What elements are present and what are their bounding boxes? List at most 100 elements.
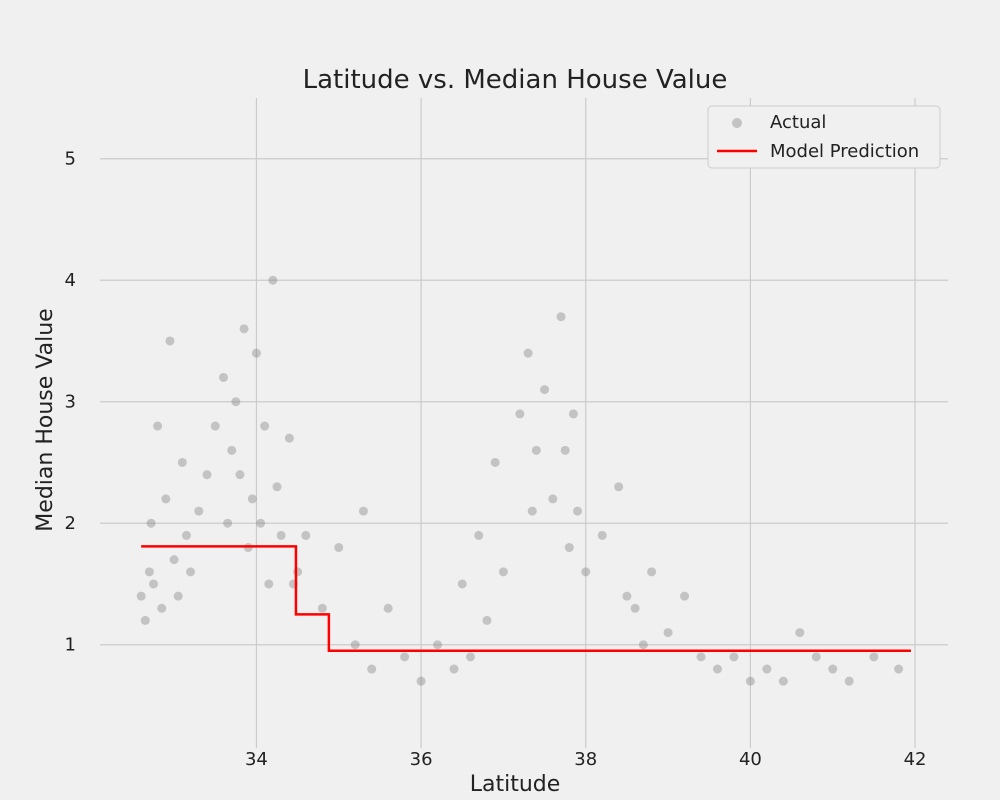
chart-title: Latitude vs. Median House Value (303, 65, 728, 95)
scatter-point (165, 336, 175, 346)
scatter-point (474, 530, 484, 540)
scatter-point (614, 482, 624, 492)
scatter-point (367, 664, 377, 674)
y-tick-label: 5 (65, 149, 76, 170)
scatter-point (523, 348, 533, 358)
scatter-point (622, 591, 632, 601)
legend-model-label: Model Prediction (770, 141, 919, 162)
scatter-point (581, 567, 591, 577)
scatter-point (465, 652, 475, 662)
scatter-point (218, 372, 228, 382)
scatter-point (663, 628, 673, 638)
y-tick-label: 2 (65, 513, 76, 534)
scatter-point (194, 506, 204, 516)
scatter-point (136, 591, 146, 601)
scatter-point (149, 579, 159, 589)
scatter-point (272, 482, 282, 492)
scatter-point (140, 615, 150, 625)
scatter-point (400, 652, 410, 662)
scatter-point (696, 652, 706, 662)
scatter-point (762, 664, 772, 674)
scatter-point (358, 506, 368, 516)
scatter-point (334, 543, 344, 553)
scatter-point (449, 664, 459, 674)
scatter-point (498, 567, 508, 577)
legend-box (707, 105, 941, 169)
scatter-point (256, 518, 266, 528)
scatter-point (457, 579, 467, 589)
scatter-point (146, 518, 156, 528)
model-step-line (141, 545, 911, 653)
scatter-point (239, 324, 249, 334)
scatter-point (186, 567, 196, 577)
scatter-point (276, 530, 286, 540)
y-tick-label: 3 (65, 392, 76, 413)
scatter-point (301, 530, 311, 540)
scatter-point (548, 494, 558, 504)
y-tick-label: 1 (65, 635, 76, 656)
scatter-point (210, 421, 220, 431)
scatter-point (260, 421, 270, 431)
scatter-point (264, 579, 274, 589)
actual-scatter (136, 275, 904, 686)
legend-actual-marker (732, 118, 742, 128)
scatter-point (317, 603, 327, 613)
model-prediction-line (141, 545, 911, 653)
scatter-point (778, 676, 788, 686)
scatter-point (169, 555, 179, 565)
scatter-point (268, 275, 278, 285)
x-tick-label: 42 (904, 749, 927, 770)
x-tick-label: 36 (410, 749, 433, 770)
scatter-point (231, 397, 241, 407)
x-axis-label: Latitude (470, 772, 561, 797)
y-axis-ticks: 1 2 3 4 5 (65, 149, 76, 656)
scatter-point (144, 567, 154, 577)
scatter-point (293, 567, 303, 577)
scatter-point (490, 457, 500, 467)
scatter-point (647, 567, 657, 577)
scatter-point (153, 421, 163, 431)
scatter-point (251, 348, 261, 358)
scatter-point (227, 445, 237, 455)
scatter-point (811, 652, 821, 662)
x-tick-label: 38 (574, 749, 597, 770)
scatter-point (729, 652, 739, 662)
scatter-point (515, 409, 525, 419)
scatter-point (597, 530, 607, 540)
scatter-point (712, 664, 722, 674)
scatter-point (527, 506, 537, 516)
scatter-point (202, 470, 212, 480)
scatter-point (573, 506, 583, 516)
scatter-point (531, 445, 541, 455)
legend-actual-label: Actual (770, 112, 826, 133)
x-tick-label: 34 (245, 749, 268, 770)
scatter-point (630, 603, 640, 613)
scatter-point (828, 664, 838, 674)
scatter-point (173, 591, 183, 601)
scatter-point (383, 603, 393, 613)
scatter-point (157, 603, 167, 613)
scatter-point (284, 433, 294, 443)
legend: Actual Model Prediction (707, 105, 941, 169)
scatter-point (560, 445, 570, 455)
scatter-point (433, 640, 443, 650)
scatter-point (869, 652, 879, 662)
scatter-point (416, 676, 426, 686)
scatter-point (795, 628, 805, 638)
y-tick-label: 4 (65, 270, 76, 291)
scatter-point (680, 591, 690, 601)
scatter-point (564, 543, 574, 553)
x-tick-label: 40 (739, 749, 762, 770)
scatter-point (181, 530, 191, 540)
y-axis-label: Median House Value (33, 308, 58, 531)
scatter-point (556, 312, 566, 322)
scatter-point (177, 457, 187, 467)
x-axis-ticks: 34 36 38 40 42 (245, 749, 927, 770)
scatter-point (540, 385, 550, 395)
scatter-point (247, 494, 257, 504)
scatter-point (482, 615, 492, 625)
scatter-point (161, 494, 171, 504)
scatter-point (745, 676, 755, 686)
scatter-point (844, 676, 854, 686)
